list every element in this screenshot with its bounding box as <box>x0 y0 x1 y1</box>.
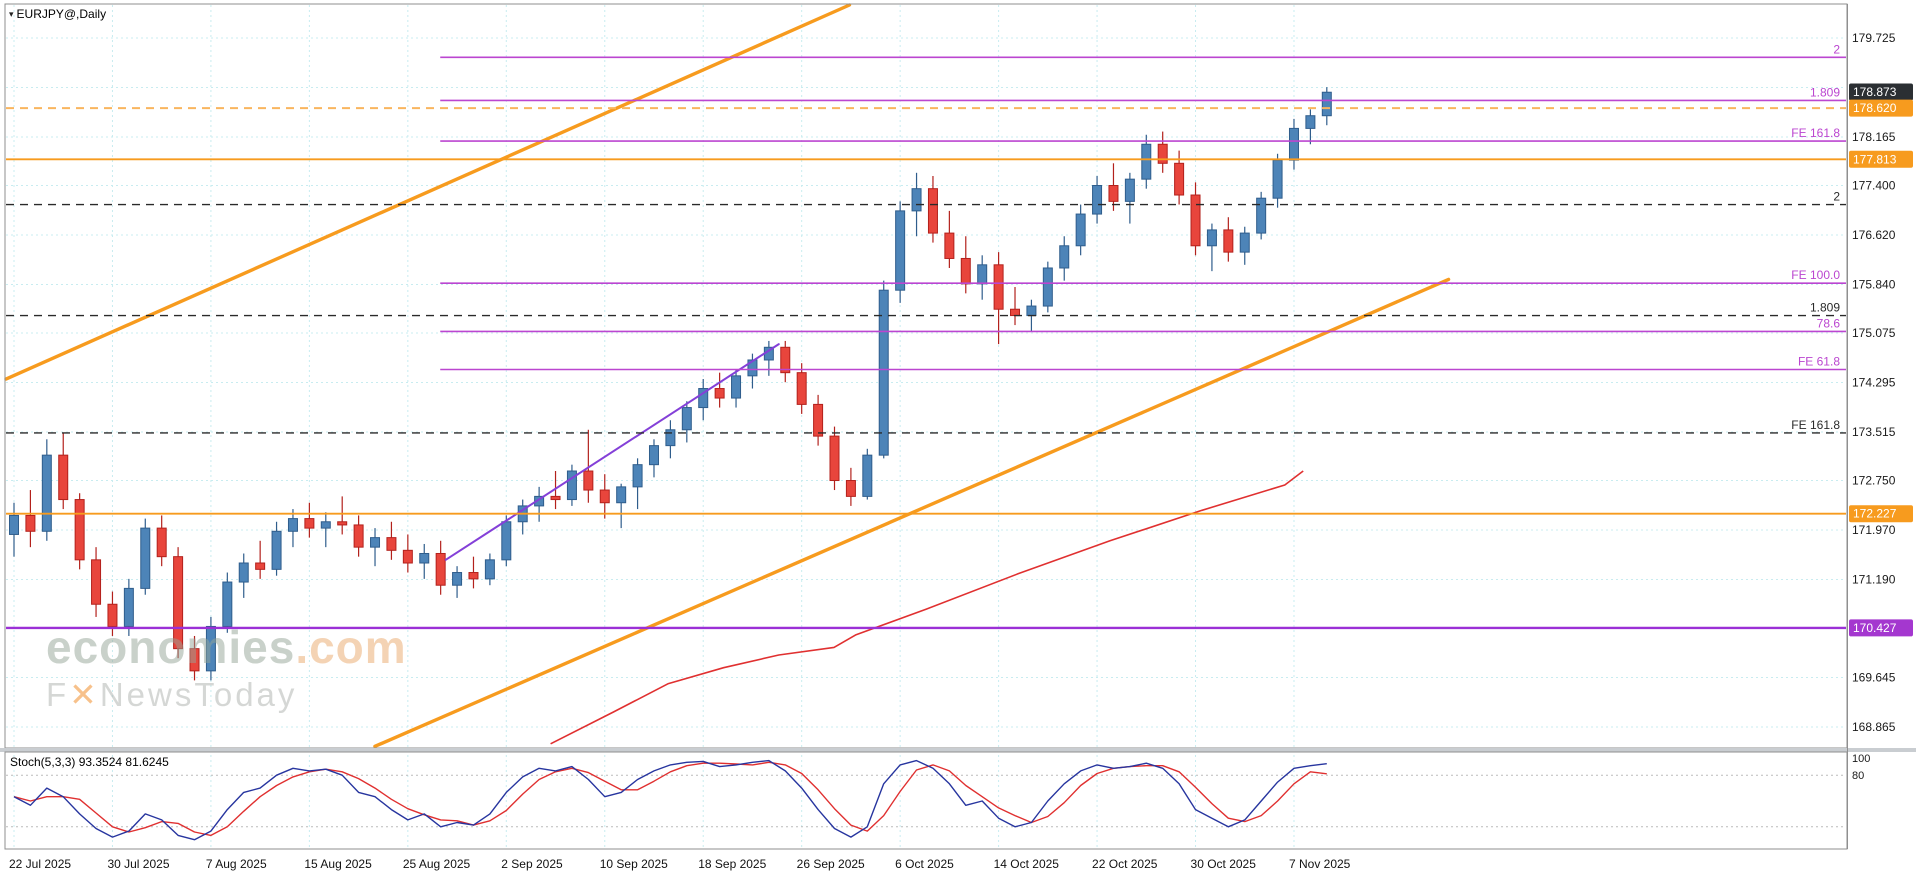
purple-level-tag-text: 170.427 <box>1853 621 1897 635</box>
stochastic-pane[interactable] <box>6 752 1846 848</box>
price-tick: 175.840 <box>1852 277 1896 291</box>
price-tick: 176.620 <box>1852 228 1896 242</box>
orange-level-tag <box>1849 99 1913 117</box>
level-label: FE 100.0 <box>1791 268 1840 282</box>
price-tick: 178.165 <box>1852 130 1896 144</box>
price-tick: 172.750 <box>1852 474 1896 488</box>
stoch-scale-tick: 100 <box>1852 753 1870 765</box>
level-label: 1.809 <box>1810 301 1840 315</box>
date-label: 30 Jul 2025 <box>107 857 169 871</box>
stoch-scale-tick: 80 <box>1852 770 1864 782</box>
price-tick: 177.400 <box>1852 179 1896 193</box>
pane-borders <box>0 3 1916 850</box>
level-label: 2 <box>1833 42 1840 56</box>
indicator-label: Stoch(5,3,3) 93.3524 81.6245 <box>10 755 169 769</box>
level-label: FE 161.8 <box>1791 126 1840 140</box>
date-label: 14 Oct 2025 <box>994 857 1060 871</box>
symbol-label: ▾ EURJPY@,Daily <box>9 7 106 21</box>
orange-level-tag-text: 178.620 <box>1853 101 1897 115</box>
date-label: 25 Aug 2025 <box>403 857 471 871</box>
date-label: 22 Jul 2025 <box>9 857 71 871</box>
date-label: 15 Aug 2025 <box>304 857 372 871</box>
purple-trendline[interactable] <box>444 343 780 561</box>
symbol-text: EURJPY@,Daily <box>16 7 107 21</box>
price-axis-ticks: 179.725 178.165 177.400 176.620 175.840 175.0… <box>1852 31 1896 734</box>
price-tick: 174.295 <box>1852 376 1896 390</box>
main-chart-pane[interactable] <box>6 5 1846 747</box>
orange-level-tag-text: 172.227 <box>1853 507 1897 521</box>
price-tick: 168.865 <box>1852 720 1896 734</box>
orange-level-tag-text: 177.813 <box>1853 152 1897 166</box>
level-label: 2 <box>1833 190 1840 204</box>
orange-level-tag <box>1849 505 1913 523</box>
date-label: 22 Oct 2025 <box>1092 857 1158 871</box>
current-price-tag-text: 178.873 <box>1853 85 1897 99</box>
price-tick: 171.970 <box>1852 523 1896 537</box>
date-label: 7 Nov 2025 <box>1289 857 1351 871</box>
moving-average-line <box>550 470 1304 745</box>
price-axis[interactable] <box>1848 5 1916 848</box>
date-label: 6 Oct 2025 <box>895 857 954 871</box>
date-label: 7 Aug 2025 <box>206 857 267 871</box>
price-tick: 179.725 <box>1852 31 1896 45</box>
stoch-k-line <box>13 759 1327 841</box>
purple-level-tag <box>1849 619 1913 637</box>
date-label: 26 Sep 2025 <box>797 857 865 871</box>
level-label: 78.6 <box>1817 316 1841 330</box>
time-axis[interactable] <box>6 850 1846 874</box>
date-label: 10 Sep 2025 <box>600 857 668 871</box>
orange-level-tag <box>1849 150 1913 168</box>
stoch-level-lines <box>6 774 1846 828</box>
price-tick: 175.075 <box>1852 326 1896 340</box>
stoch-d-line <box>13 761 1327 837</box>
price-tags: 178.873 178.620 177.813 172.227 170.427 <box>1849 83 1913 637</box>
date-labels: 22 Jul 2025 30 Jul 2025 7 Aug 2025 15 Aug 2… <box>9 857 1351 871</box>
grid-lines <box>6 5 1846 848</box>
price-tick: 171.190 <box>1852 573 1896 587</box>
level-label: FE 61.8 <box>1798 354 1840 368</box>
price-tick: 173.515 <box>1852 425 1896 439</box>
level-label: FE 161.8 <box>1791 418 1840 432</box>
pane-splitter[interactable] <box>0 748 1916 752</box>
date-label: 18 Sep 2025 <box>698 857 766 871</box>
date-label: 30 Oct 2025 <box>1191 857 1257 871</box>
price-tick: 169.645 <box>1852 671 1896 685</box>
date-label: 2 Sep 2025 <box>501 857 563 871</box>
level-label: 1.809 <box>1810 85 1840 99</box>
chart-marker-icon: ▾ <box>9 9 14 19</box>
current-price-tag <box>1849 83 1913 101</box>
orange-channel-upper[interactable] <box>4 3 852 381</box>
